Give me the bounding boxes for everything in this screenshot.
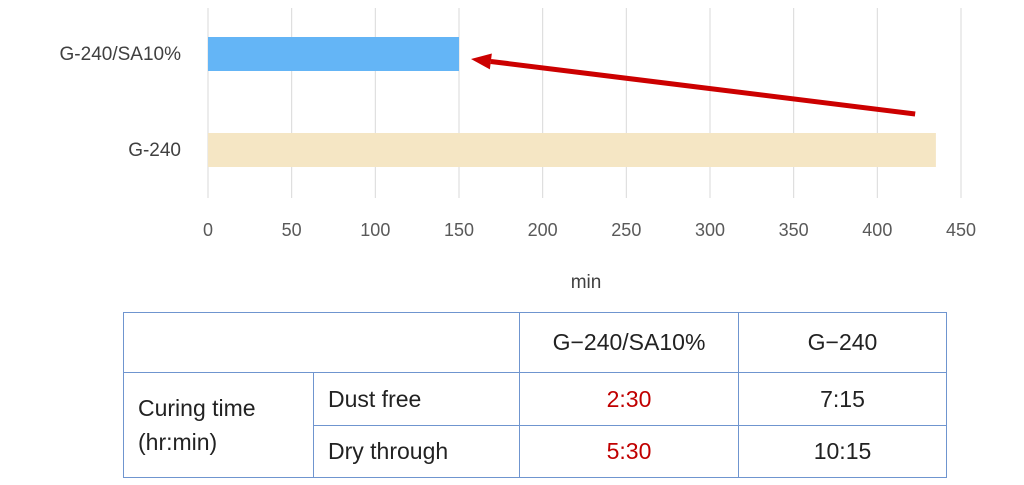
category-labels: G-240/SA10% G-240 — [60, 44, 182, 161]
gridlines — [207, 8, 962, 198]
row-label-dust-free: Dust free — [313, 372, 520, 426]
bar — [208, 37, 459, 71]
x-tick-label: 0 — [203, 220, 213, 240]
arrow-annotation — [471, 53, 916, 117]
x-tick-label: 300 — [695, 220, 725, 240]
category-label: G-240 — [128, 140, 181, 161]
x-axis-title: min — [571, 272, 602, 293]
table-header-g240: G−240 — [738, 312, 947, 373]
curing-time-label: Curing time (hr:min) — [123, 372, 314, 478]
x-tick-label: 450 — [946, 220, 976, 240]
bar — [208, 133, 936, 167]
table-row: Curing time (hr:min) Dust free 2:30 7:15 — [123, 372, 947, 478]
x-tick-label: 100 — [360, 220, 390, 240]
cell-dust-free-sa10: 2:30 — [519, 372, 739, 426]
row-label-dry-through: Dry through — [313, 425, 520, 478]
table-row: Dry through 5:30 10:15 — [124, 425, 947, 478]
table-header-row: G−240/SA10% G−240 — [123, 312, 947, 373]
curing-time-line1: Curing time — [138, 395, 256, 421]
curing-time-line2: (hr:min) — [138, 429, 218, 455]
x-tick-label: 350 — [779, 220, 809, 240]
cell-dry-through-g240: 10:15 — [738, 425, 947, 478]
bars — [208, 37, 936, 167]
table-header-empty — [123, 312, 520, 373]
arrow-head — [471, 53, 492, 70]
table-header-sa10: G−240/SA10% — [519, 312, 739, 373]
cell-dust-free-g240: 7:15 — [738, 372, 947, 426]
bar-chart: G-240/SA10% G-240 0 50 100 150 200 250 300 350 40… — [60, 8, 976, 293]
category-label: G-240/SA10% — [60, 44, 182, 65]
arrow-shaft — [490, 58, 916, 117]
x-tick-label: 200 — [528, 220, 558, 240]
x-tick-label: 250 — [611, 220, 641, 240]
cell-dry-through-sa10: 5:30 — [519, 425, 739, 478]
x-tick-label: 50 — [282, 220, 302, 240]
x-tick-label: 400 — [862, 220, 892, 240]
curing-time-table: G−240/SA10% G−240 Curing time (hr:min) D… — [123, 312, 947, 478]
tick-labels: 0 50 100 150 200 250 300 350 400 450 — [203, 220, 976, 240]
x-tick-label: 150 — [444, 220, 474, 240]
